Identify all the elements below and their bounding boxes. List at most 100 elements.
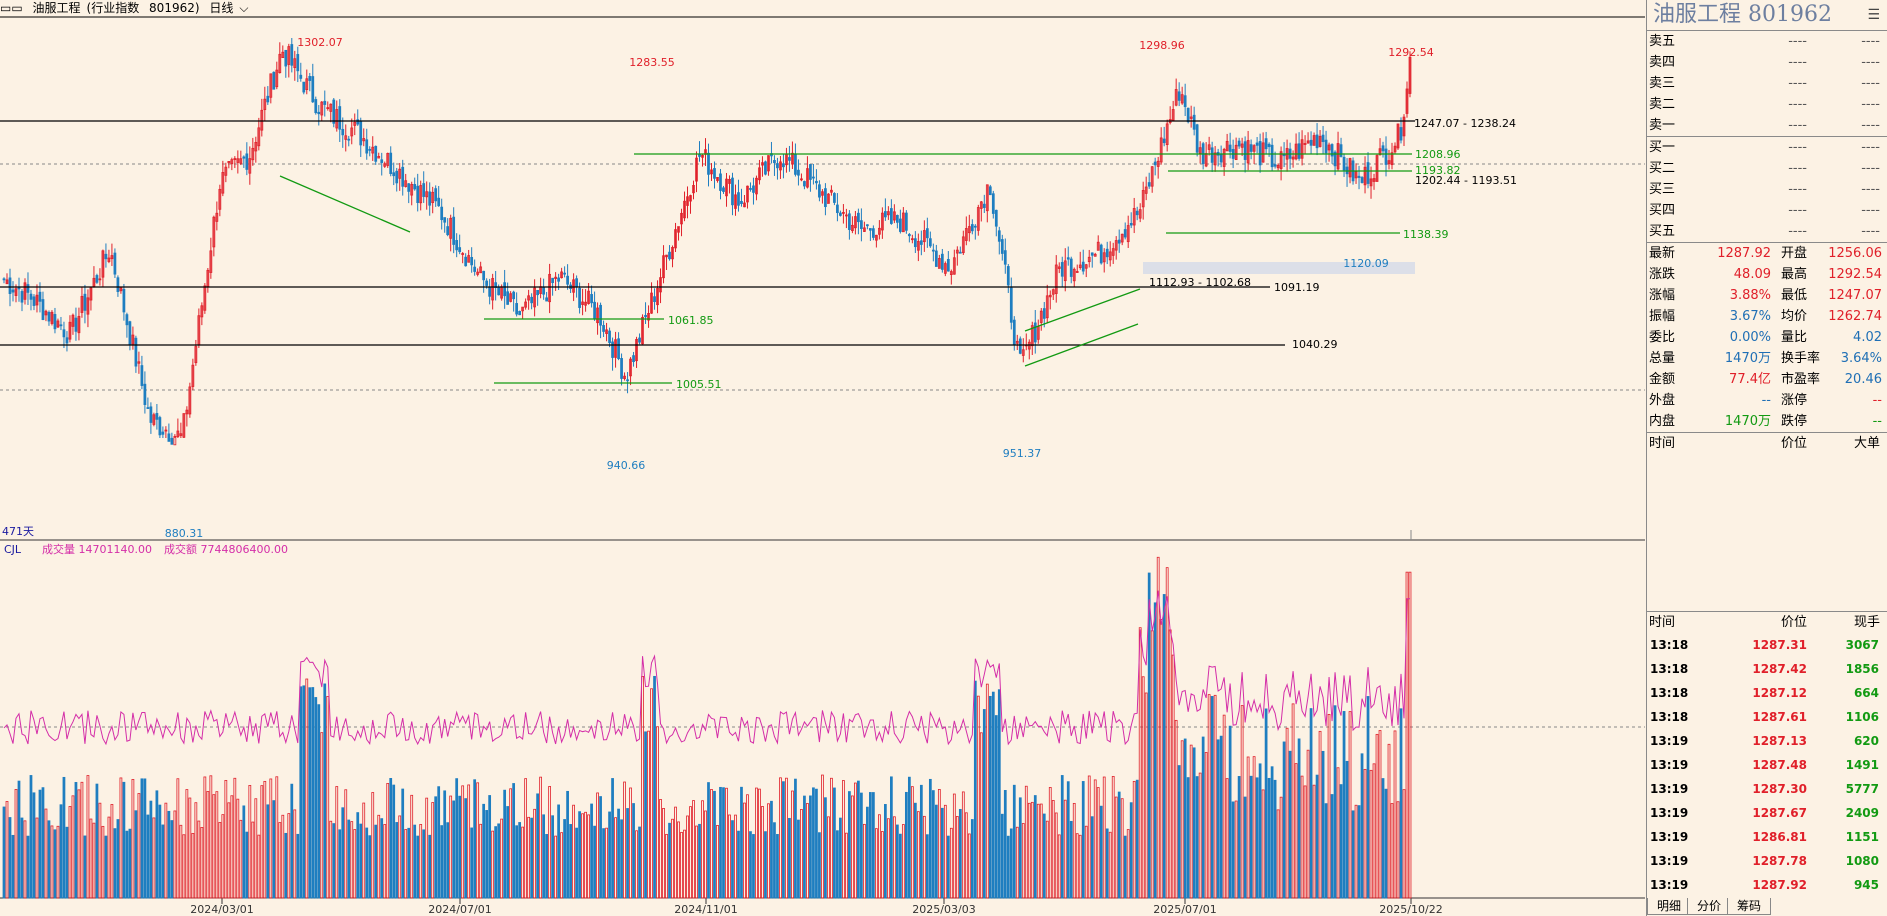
tick-row[interactable]: 13:19 1287.78 1080 — [1647, 849, 1887, 873]
candle-body — [185, 409, 189, 415]
volume-bar — [683, 829, 686, 899]
volume-bar — [212, 794, 216, 899]
quote-label: 涨停 — [1781, 393, 1808, 408]
tick-volume: 664 — [1853, 686, 1879, 700]
col-big-order: 大单 — [1853, 436, 1880, 451]
tick-row[interactable]: 13:19 1287.30 5777 — [1647, 777, 1887, 801]
volume-bar — [851, 795, 854, 899]
candle-body — [788, 157, 791, 161]
volume-bar — [521, 826, 525, 899]
volume-bar — [305, 678, 309, 899]
menu-toggle-icon[interactable]: ▭▭ — [0, 1, 23, 15]
tick-row[interactable]: 13:18 1287.12 664 — [1647, 681, 1887, 705]
volume-bar — [695, 825, 698, 899]
volume-bar — [359, 823, 363, 899]
tick-row[interactable]: 13:19 1287.92 945 — [1647, 873, 1887, 897]
candle-body — [536, 289, 539, 296]
volume-bar — [952, 793, 956, 899]
days-count: 471天 — [2, 525, 34, 538]
volume-bar — [392, 784, 396, 899]
volume-bar — [1126, 829, 1130, 899]
volume-bar — [203, 776, 207, 899]
volume-bar — [803, 795, 806, 899]
candle-body — [494, 282, 498, 289]
candle-body — [578, 287, 581, 308]
candle-body — [1156, 160, 1160, 167]
volume-bar — [1111, 776, 1115, 899]
candle-body — [1141, 190, 1145, 208]
order-price: ---- — [1788, 140, 1807, 155]
candle-body — [1399, 127, 1403, 141]
volume-bar — [47, 820, 51, 899]
volume-bar — [35, 817, 39, 899]
candle-body — [290, 44, 294, 66]
volume-bar — [239, 819, 243, 899]
volume-bar — [167, 810, 171, 899]
tab-1[interactable]: 分价 — [1687, 898, 1732, 915]
tick-row[interactable]: 13:19 1287.48 1491 — [1647, 753, 1887, 777]
candle-body — [722, 187, 725, 192]
tab-0[interactable]: 明细 — [1647, 898, 1692, 915]
volume-bar — [629, 787, 632, 899]
candle-body — [575, 278, 578, 288]
col-volume: 现手 — [1853, 615, 1880, 630]
volume-bar — [389, 778, 393, 899]
tab-2[interactable]: 筹码 — [1727, 898, 1772, 915]
quote-label: 跌停 — [1781, 414, 1808, 429]
candle-body — [572, 279, 575, 293]
volume-bar — [137, 793, 141, 899]
candle-body — [1408, 56, 1412, 94]
candle-body — [910, 238, 914, 241]
candle-body — [212, 216, 216, 248]
volume-bar — [251, 821, 255, 899]
tick-volume: 1491 — [1845, 758, 1879, 772]
volume-bar — [886, 818, 890, 899]
candle-body — [188, 386, 192, 415]
quote-label: 最新 — [1649, 246, 1676, 261]
volume-bar — [350, 821, 354, 899]
candle-body — [314, 99, 318, 114]
candle-body — [149, 406, 153, 423]
volume-bar — [317, 704, 321, 899]
tick-list[interactable]: 13:18 1287.31 3067 13:18 1287.42 1856 13:1… — [1647, 633, 1887, 897]
tick-row[interactable]: 13:19 1287.13 620 — [1647, 729, 1887, 753]
tick-row[interactable]: 13:18 1287.42 1856 — [1647, 657, 1887, 681]
volume-bar — [824, 797, 827, 899]
period-selector[interactable]: 日线 ⌵ — [209, 1, 254, 15]
candle-body — [1363, 166, 1367, 186]
tick-time: 13:18 — [1650, 686, 1689, 700]
order-volume: ---- — [1861, 55, 1880, 70]
volume-bar — [278, 822, 282, 899]
list-icon[interactable]: ☰ — [1867, 7, 1880, 23]
volume-bar — [374, 824, 378, 899]
candle-body — [650, 292, 653, 314]
tick-row[interactable]: 13:18 1287.61 1106 — [1647, 705, 1887, 729]
volume-bar — [1315, 774, 1319, 899]
volume-bar — [650, 688, 653, 899]
tick-row[interactable]: 13:18 1287.31 3067 — [1647, 633, 1887, 657]
candle-body — [1384, 148, 1388, 165]
candle-body — [107, 257, 111, 262]
volume-bar — [428, 834, 432, 899]
candle-body — [1021, 349, 1025, 356]
candle-body — [1042, 308, 1046, 319]
candle-body — [227, 161, 231, 164]
candle-body — [224, 166, 228, 176]
volume-bar — [1120, 798, 1124, 899]
volume-bar — [704, 810, 707, 899]
volume-bar — [698, 823, 701, 899]
kline-chart[interactable]: 2024/03/01 2024/07/01 2024/11/01 2025/03/03… — [0, 0, 1645, 916]
candle-body — [913, 238, 917, 248]
candle-body — [1297, 143, 1301, 159]
tick-time: 13:18 — [1650, 710, 1689, 724]
volume-bar — [1378, 730, 1382, 899]
candlesticks — [2, 38, 1412, 446]
volume-bar — [1105, 828, 1109, 899]
candle-body — [281, 51, 285, 59]
candle-body — [898, 218, 902, 232]
tick-row[interactable]: 13:19 1287.67 2409 — [1647, 801, 1887, 825]
candle-body — [593, 301, 596, 320]
volume-bar — [326, 696, 330, 899]
tick-row[interactable]: 13:19 1286.81 1151 — [1647, 825, 1887, 849]
volume-bar — [680, 831, 683, 899]
